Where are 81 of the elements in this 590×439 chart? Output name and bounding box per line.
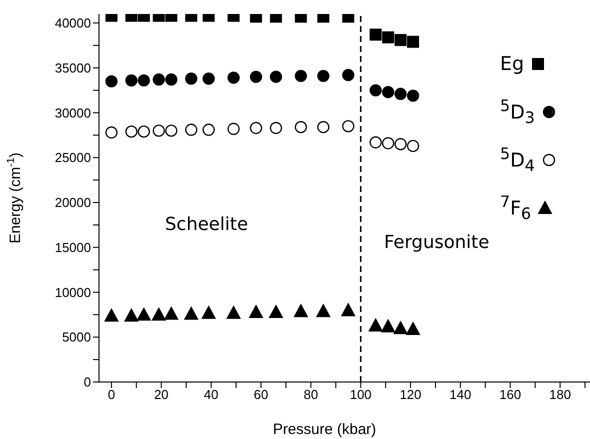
point [226,306,241,319]
point [104,308,118,322]
point [342,68,354,82]
point [184,306,198,320]
x-tick-label: 160 [499,387,522,402]
point [341,303,356,316]
x-tick-label: 140 [450,387,472,402]
point [227,72,240,84]
point [407,36,420,48]
point [317,120,330,134]
point [152,73,165,86]
point [125,74,138,87]
point [382,31,394,44]
annotation: Fergusonite [384,232,490,253]
x-tick-label: 100 [350,387,372,402]
point [268,304,283,318]
point [316,304,330,318]
point [370,136,382,148]
point [270,70,282,83]
point [105,126,118,139]
point [152,308,166,321]
point [152,124,165,137]
point [294,70,307,82]
point [294,120,307,134]
point [382,86,394,98]
y-tick-label: 5000 [62,330,91,345]
x-tick-label: 120 [400,387,422,402]
point [165,73,178,86]
point [406,322,420,336]
point [406,90,420,102]
annotation: Scheelite [165,214,248,235]
point [368,318,383,332]
point [164,306,178,320]
y-tick-label: 25000 [54,150,91,166]
point [406,140,420,152]
y-tick-label: 15000 [54,240,91,255]
point [270,122,282,134]
point [250,122,262,134]
point [342,120,354,132]
x-tick-label: 0 [108,387,116,402]
point [202,124,215,136]
y-tick-label: 10000 [54,284,91,300]
point [370,28,382,41]
point [394,88,407,100]
point [185,124,198,136]
point [124,308,138,322]
legend-label: $^{5}$D$_{4}$ [500,144,535,176]
y-tick-label: 0 [84,374,91,390]
point [381,319,396,332]
x-tick-label: 180 [549,387,571,402]
x-tick-label: 20 [154,387,169,402]
point [394,321,408,334]
legend-label: $^{7}$F$_{6}$ [500,192,532,224]
x-tick-label: 40 [204,387,218,402]
y-tick-label: 30000 [54,105,91,120]
point [382,137,394,150]
point [136,308,151,321]
point [249,304,264,318]
point [294,304,308,318]
point [202,306,216,319]
point [370,84,382,96]
point [185,72,198,85]
legend-label: $^{5}$D$_{3}$ [500,96,535,128]
point [227,122,240,135]
point [202,72,215,85]
point [394,138,407,150]
point [250,70,262,83]
x-tick-label: 80 [304,387,318,402]
legend-label: Eg [500,53,524,75]
y-tick-label: 35000 [54,60,91,76]
x-axis-title: Pressure (kbar) [272,421,376,438]
point [317,70,330,82]
point [105,75,118,88]
y-tick-label: 20000 [54,195,91,210]
point [138,125,150,138]
point [394,34,407,46]
point [138,74,150,87]
point [165,124,178,137]
point [125,125,138,138]
x-tick-label: 60 [254,387,268,402]
y-tick-label: 40000 [54,16,91,31]
